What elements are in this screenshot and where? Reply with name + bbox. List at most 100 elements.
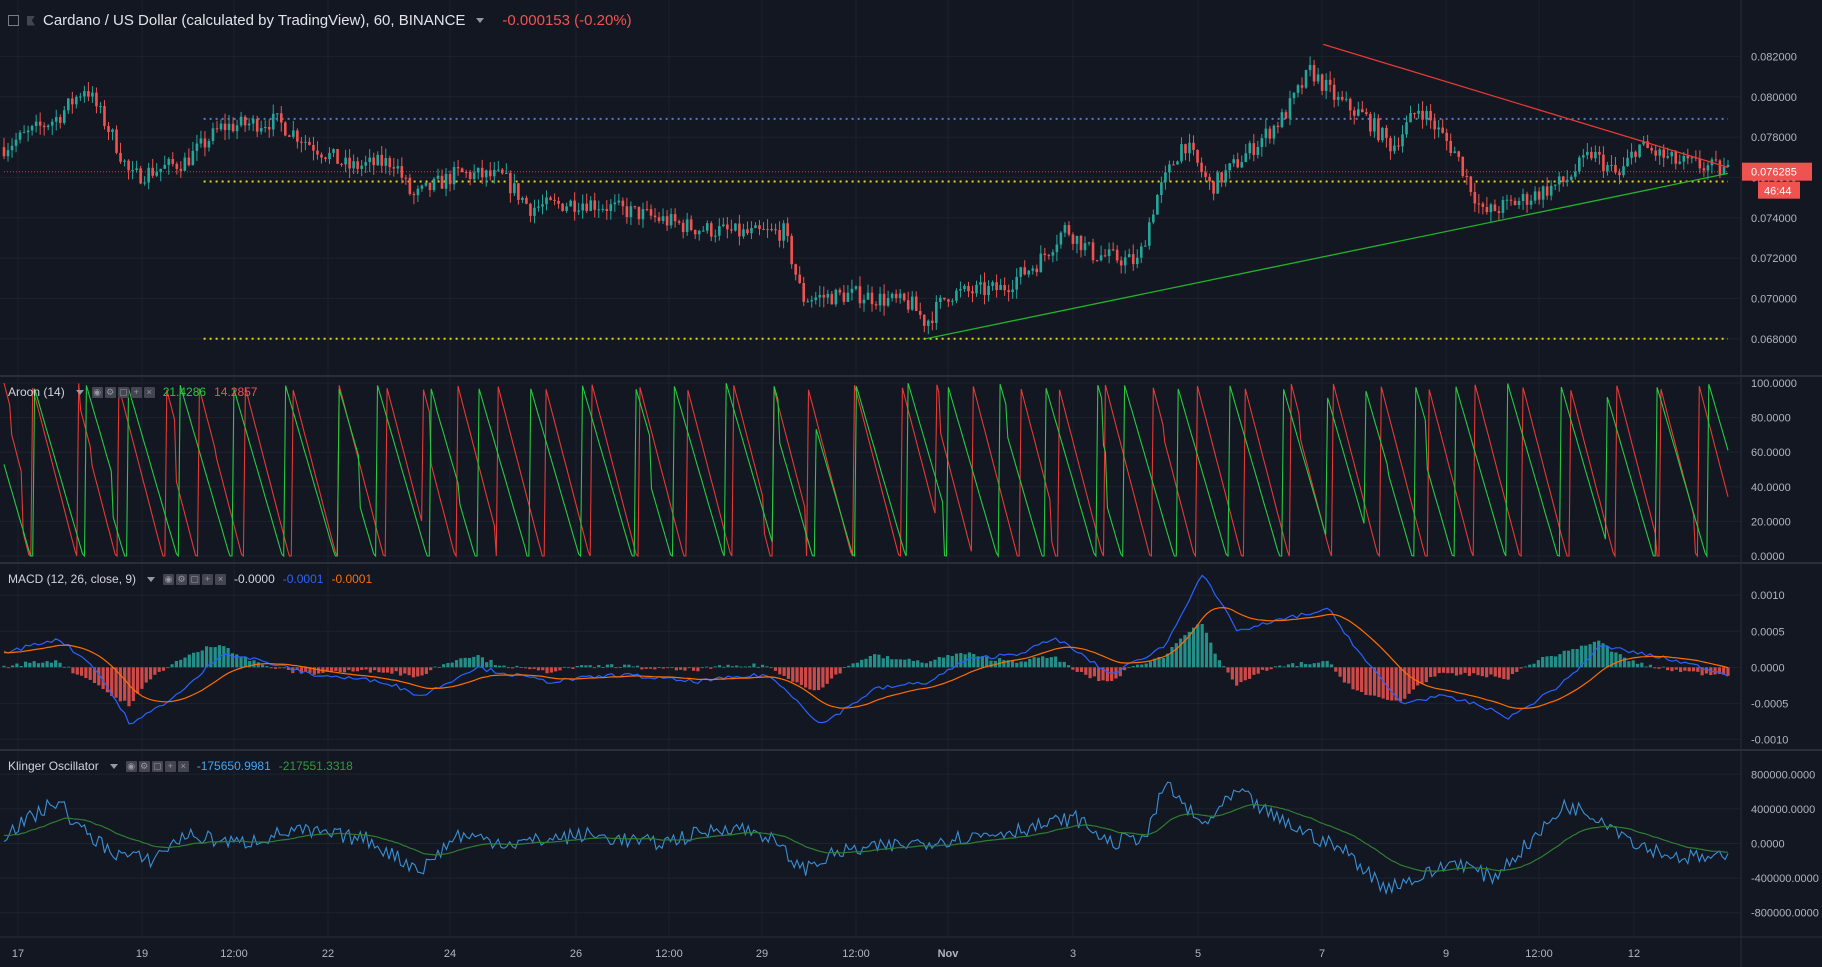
macd-histogram-bar	[1398, 667, 1403, 702]
candle-body	[1172, 164, 1175, 166]
plus-icon[interactable]: +	[202, 573, 214, 585]
aroon-pane[interactable]	[3, 382, 1729, 559]
plus-icon[interactable]: +	[164, 760, 176, 772]
time-scale[interactable]: 17 19 12:00 22 24 26 12:00 29 12:00 Nov 3 5 7 9 12:00 1…	[12, 948, 1640, 960]
macd-histogram-bar	[338, 667, 342, 672]
candle-body	[1304, 70, 1308, 88]
candle-body	[1449, 140, 1453, 153]
macd-histogram-bar	[394, 667, 398, 672]
candle-body	[521, 197, 524, 200]
candle-body	[131, 169, 134, 171]
plus-icon[interactable]: +	[130, 386, 142, 398]
macd-histogram-bar	[1299, 662, 1303, 668]
collapse-icon[interactable]	[8, 15, 19, 26]
macd-histogram-bar	[571, 667, 575, 669]
candle-body	[1079, 235, 1083, 251]
close-icon[interactable]: ×	[215, 573, 227, 585]
price-scale[interactable]: 0.0820000.0800000.0780000.0760000.074000…	[1742, 51, 1819, 920]
macd-histogram-bar	[1273, 666, 1278, 668]
macd-histogram-bar	[446, 662, 450, 668]
macd-histogram-bar	[230, 653, 235, 668]
macd-histogram-bar	[286, 667, 291, 670]
gear-icon[interactable]: ⚙	[138, 760, 150, 772]
price-tick-label: 0.074000	[1751, 213, 1797, 225]
candle-body	[1244, 153, 1248, 163]
candle-body	[910, 296, 914, 310]
candle-body	[810, 300, 814, 302]
more-icon[interactable]: ▢	[117, 386, 129, 398]
gear-icon[interactable]: ⚙	[104, 386, 116, 398]
time-tick-label: 12:00	[220, 948, 248, 960]
chevron-down-icon[interactable]	[476, 18, 485, 23]
gear-icon[interactable]: ⚙	[176, 573, 188, 585]
candle-body	[1091, 242, 1095, 261]
eye-icon[interactable]: ◉	[91, 386, 103, 398]
macd-histogram-bar	[1282, 666, 1286, 668]
macd-histogram-bar	[131, 667, 135, 702]
macd-histogram-bar	[84, 667, 88, 679]
macd-histogram-bar	[726, 664, 730, 668]
chevron-down-icon[interactable]	[147, 576, 156, 582]
close-icon[interactable]: ×	[177, 760, 189, 772]
candle-body	[1634, 151, 1637, 157]
candle-body	[955, 290, 958, 301]
candle-body	[1148, 222, 1151, 246]
macd-histogram-bar	[1334, 667, 1338, 672]
trend-line[interactable]	[1323, 43, 1729, 168]
macd-histogram-bar	[1364, 667, 1368, 695]
candle-body	[284, 122, 287, 136]
candle-body	[1063, 225, 1067, 233]
flag-icon[interactable]	[27, 15, 35, 26]
more-icon[interactable]: ▢	[189, 573, 201, 585]
macd-histogram-bar	[1653, 667, 1657, 669]
candle-body	[147, 167, 150, 183]
candle-body	[621, 200, 625, 207]
candle-body	[243, 116, 247, 126]
macd-histogram-bar	[976, 656, 980, 668]
eye-icon[interactable]: ◉	[163, 573, 175, 585]
candle-body	[1224, 170, 1227, 183]
trend-line[interactable]	[925, 172, 1729, 340]
candle-body	[1650, 148, 1653, 151]
candle-body	[384, 158, 388, 166]
candle-body	[1654, 150, 1657, 156]
aroon-title[interactable]: Aroon (14)	[8, 385, 65, 399]
klinger-pane[interactable]	[3, 781, 1729, 896]
candle-body	[288, 135, 291, 137]
macd-histogram-bar	[834, 667, 838, 675]
candle-body	[1481, 203, 1485, 207]
candle-body	[605, 208, 609, 212]
macd-pane[interactable]	[2, 574, 1730, 725]
macd-title[interactable]: MACD (12, 26, close, 9)	[8, 572, 137, 586]
candle-body	[251, 118, 255, 124]
macd-histogram-bar	[437, 666, 441, 668]
candle-body	[951, 300, 954, 302]
macd-histogram-bar	[1265, 667, 1269, 671]
klinger-title[interactable]: Klinger Oscillator	[8, 759, 99, 773]
close-icon[interactable]: ×	[143, 386, 155, 398]
eye-icon[interactable]: ◉	[125, 760, 137, 772]
macd-histogram-bar	[1045, 658, 1049, 668]
symbol-title[interactable]: Cardano / US Dollar (calculated by Tradi…	[43, 12, 466, 29]
macd-histogram-bar	[179, 659, 183, 668]
candle-body	[42, 125, 46, 128]
more-icon[interactable]: ▢	[151, 760, 163, 772]
price-pane[interactable]	[2, 43, 1730, 340]
candle-body	[786, 223, 789, 237]
macd-histogram-bar	[739, 666, 743, 668]
macd-histogram-bar	[816, 667, 821, 691]
candle-body	[1047, 255, 1051, 257]
candle-body	[1316, 74, 1320, 82]
candle-body	[641, 209, 645, 220]
macd-histogram-bar	[204, 646, 209, 668]
candle-body	[1276, 125, 1280, 128]
macd-histogram-bar	[1286, 664, 1290, 668]
time-tick-label: 26	[570, 948, 582, 960]
chevron-down-icon[interactable]	[75, 389, 84, 395]
candle-body	[545, 197, 548, 205]
macd-histogram-bar	[252, 660, 256, 668]
chevron-down-icon[interactable]	[109, 763, 118, 769]
macd-histogram-bar	[1605, 646, 1609, 668]
candle-body	[448, 173, 452, 185]
